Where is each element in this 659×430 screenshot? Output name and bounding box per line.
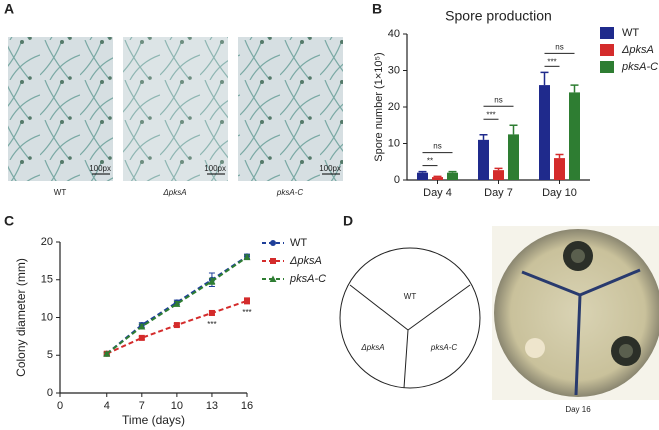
x-axis-label: Time (days) — [122, 413, 185, 427]
marker — [138, 334, 145, 341]
x-tick-label: 0 — [57, 400, 63, 412]
x-tick-label: Day 7 — [484, 187, 513, 199]
y-axis-label: Spore number (1×10⁵) — [373, 52, 385, 161]
x-tick-label: 10 — [171, 400, 183, 412]
bar — [478, 139, 489, 180]
dish-divider — [521, 268, 641, 396]
legend-label: WT — [290, 237, 307, 249]
scale-label: 100px — [204, 164, 226, 173]
x-tick-label: Day 4 — [423, 187, 452, 199]
y-axis-label: Colony diameter (mm) — [14, 258, 28, 377]
sector-label: ΔpksA — [360, 343, 384, 352]
y-tick-label: 20 — [388, 101, 400, 113]
bar — [569, 92, 580, 180]
sector-label: WT — [404, 292, 417, 301]
marker — [270, 240, 276, 246]
marker — [208, 277, 216, 285]
panel-letter: C — [4, 213, 14, 229]
error-bar — [448, 170, 457, 173]
colony — [619, 344, 633, 358]
x-tick-label: 13 — [206, 400, 218, 412]
x-tick-label: Day 10 — [542, 187, 577, 199]
legend-label: ΔpksA — [289, 255, 322, 267]
image-caption: WT — [54, 188, 67, 197]
bar — [447, 172, 458, 180]
error-bar — [494, 167, 503, 171]
bar — [432, 177, 443, 180]
legend-swatch — [600, 61, 614, 73]
chart-title: Spore production — [445, 8, 552, 24]
plate-photo — [492, 226, 659, 400]
error-bar — [509, 124, 518, 135]
divider — [349, 284, 471, 389]
panel-letter: D — [343, 213, 353, 229]
marker — [270, 258, 276, 264]
marker — [138, 323, 146, 330]
y-tick-label: 20 — [41, 236, 53, 248]
significance: ns — [433, 142, 441, 151]
marker — [208, 309, 215, 316]
scale-label: 100px — [89, 164, 111, 173]
colony — [571, 249, 585, 263]
image-caption: pksA-C — [276, 188, 303, 197]
photo-caption: Day 16 — [565, 405, 591, 414]
marker — [173, 300, 181, 307]
y-tick-label: 5 — [47, 349, 53, 361]
image-caption: ΔpksA — [162, 188, 186, 197]
y-tick-label: 10 — [41, 311, 53, 323]
x-tick-label: 7 — [139, 400, 145, 412]
significance: ns — [494, 95, 502, 104]
colony — [525, 338, 545, 358]
micrographs — [8, 37, 343, 181]
scale-label: 100px — [319, 164, 341, 173]
bar — [508, 134, 519, 180]
sector-label: pksA-C — [430, 343, 457, 352]
plate-outline — [339, 247, 481, 389]
legend-label: pksA-C — [621, 61, 658, 73]
legend-label: WT — [622, 27, 639, 39]
legend-swatch — [600, 44, 614, 56]
y-tick-label: 0 — [394, 174, 400, 186]
micrograph — [8, 37, 113, 181]
error-bar — [479, 133, 488, 140]
y-tick-label: 30 — [388, 64, 400, 76]
legend-swatch — [600, 27, 614, 39]
marker — [269, 275, 277, 282]
marker — [244, 297, 250, 304]
y-tick-label: 40 — [388, 28, 400, 40]
y-tick-label: 15 — [41, 274, 53, 286]
error-bar — [540, 71, 549, 86]
legend-label: ΔpksA — [621, 44, 654, 56]
legend-label: pksA-C — [289, 273, 326, 285]
bar — [493, 170, 504, 180]
error-bar — [418, 170, 427, 173]
bar — [417, 172, 428, 180]
x-tick-label: 4 — [104, 400, 110, 412]
panel-letter: B — [372, 1, 382, 17]
error-bar — [433, 175, 442, 178]
y-tick-label: 0 — [47, 387, 53, 399]
micrograph — [123, 37, 228, 181]
marker — [243, 253, 251, 261]
y-tick-label: 10 — [388, 137, 400, 149]
annotation: *** — [242, 308, 251, 317]
bar — [539, 85, 550, 180]
error-bar — [555, 153, 564, 159]
error-bar — [570, 84, 579, 93]
annotation: *** — [207, 320, 216, 329]
marker — [103, 350, 111, 357]
plate-diagram — [339, 247, 481, 389]
panel-letter: A — [4, 1, 14, 17]
significance: ** — [427, 157, 433, 166]
significance: ns — [555, 42, 563, 51]
x-tick-label: 16 — [241, 400, 253, 412]
micrograph — [238, 37, 343, 181]
significance: *** — [486, 110, 495, 119]
bar — [554, 158, 565, 180]
marker — [173, 322, 180, 329]
significance: *** — [547, 57, 556, 66]
